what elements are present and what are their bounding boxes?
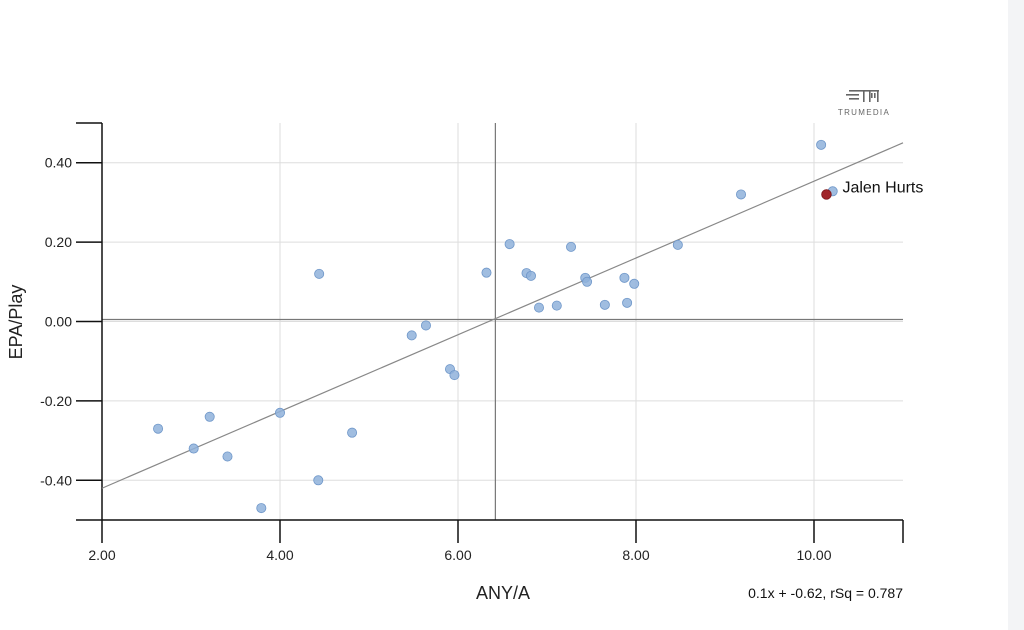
grid-layer: [102, 123, 903, 520]
x-tick-label: 10.00: [796, 547, 831, 563]
data-point: [599, 299, 610, 310]
x-axis-title: ANY/A: [476, 583, 530, 603]
data-point: [406, 330, 417, 341]
y-tick-label: -0.40: [40, 472, 72, 488]
y-tick-label: 0.00: [45, 314, 72, 330]
data-point: [347, 427, 358, 438]
trumedia-logo-text: TRUMEDIA: [838, 108, 890, 117]
regression-layer: [101, 142, 904, 489]
data-point: [481, 267, 492, 278]
data-point: [619, 272, 630, 283]
mean-lines: [102, 123, 903, 520]
y-tick-label: 0.20: [45, 234, 72, 250]
trumedia-logo: TRUMEDIA: [838, 90, 890, 117]
data-point: [736, 189, 747, 200]
y-tick-label: 0.40: [45, 155, 72, 171]
axes: [76, 122, 904, 543]
data-point: [449, 370, 460, 381]
data-point: [551, 300, 562, 311]
data-point: [188, 443, 199, 454]
data-point: [533, 302, 544, 313]
x-tick-label: 6.00: [444, 547, 471, 563]
data-point: [314, 268, 325, 279]
x-tick-label: 2.00: [88, 547, 115, 563]
regression-line: [101, 142, 904, 489]
data-point: [420, 320, 431, 331]
highlight-point: [821, 189, 832, 200]
data-point: [313, 475, 324, 486]
x-tick-label: 4.00: [266, 547, 293, 563]
data-point: [816, 139, 827, 150]
highlight-player-label: Jalen Hurts: [842, 179, 923, 196]
points-layer: [153, 139, 838, 514]
data-point: [525, 270, 536, 281]
data-point: [222, 451, 233, 462]
x-tick-label: 8.00: [622, 547, 649, 563]
data-point: [256, 503, 267, 514]
data-point: [629, 278, 640, 289]
data-point: [672, 239, 683, 250]
data-point: [504, 239, 515, 250]
data-point: [274, 407, 285, 418]
y-tick-label: -0.20: [40, 393, 72, 409]
tick-labels: 2.00 4.00 6.00 8.00 10.00 0.40 0.20 0.00 -0.20 -0…: [40, 155, 832, 563]
data-point: [566, 241, 577, 252]
data-point: [622, 297, 633, 308]
y-axis-title: EPA/Play: [6, 285, 26, 360]
scrollbar-track[interactable]: [1008, 0, 1024, 630]
regression-equation-label: 0.1x + -0.62, rSq = 0.787: [748, 585, 903, 601]
data-point: [153, 423, 164, 434]
trumedia-logo-icon: [846, 90, 879, 102]
data-point: [204, 411, 215, 422]
data-point: [582, 276, 593, 287]
